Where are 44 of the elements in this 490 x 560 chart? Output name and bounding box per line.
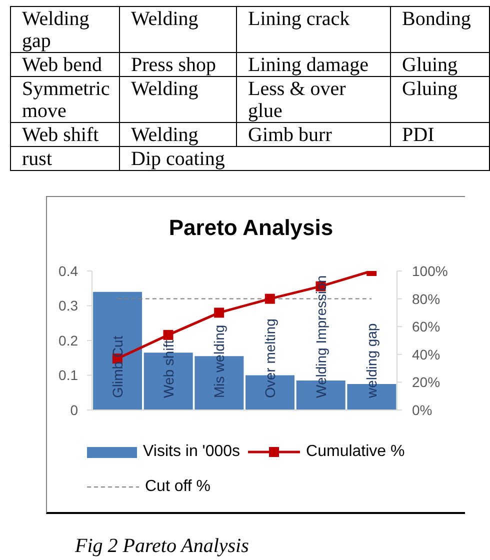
chart-title: Pareto Analysis	[168, 215, 334, 240]
x-tick-label: Welding Impression	[312, 275, 329, 398]
text: Lining damage	[248, 54, 369, 76]
text: Gluing	[402, 78, 458, 100]
bar	[93, 292, 142, 410]
x-tick-label: Mis welding	[211, 324, 228, 398]
text: Gimb burr	[248, 124, 332, 146]
text: Less & over glue	[248, 78, 346, 122]
y-tick-label: 0.1	[58, 367, 78, 384]
y2-tick-label: 60%	[412, 318, 440, 335]
y-tick-label: 0.2	[58, 332, 78, 348]
x-tick-label: Glimb Cut	[109, 336, 126, 398]
caption: Fig 2 Pareto Analysis	[75, 535, 249, 557]
text: Web shift	[22, 124, 99, 146]
point	[214, 308, 224, 318]
text: Dip coating	[131, 148, 225, 170]
x-tick-label: Web shift	[160, 340, 176, 398]
legend-label: Cut off %	[145, 477, 211, 497]
point	[163, 330, 174, 340]
y-tick-label: 0	[70, 402, 78, 418]
text: Bonding	[402, 8, 471, 30]
y-tick-label: 0.4	[58, 262, 78, 279]
x-tick-label: Over melting	[262, 318, 278, 398]
text: Symmetric move	[22, 78, 110, 122]
x-tick-label: welding gap	[364, 323, 380, 399]
y2-tick-label: 20%	[412, 374, 440, 390]
legend-label: Cumulative %	[306, 442, 405, 462]
y2-tick-label: 80%	[412, 290, 440, 307]
y2-tick-label: 0%	[412, 402, 432, 418]
point	[264, 294, 275, 304]
y2-tick-label: 40%	[412, 346, 440, 362]
text: Web bend	[22, 54, 102, 76]
y2-tick-label: 100%	[412, 262, 448, 279]
text: Welding	[131, 78, 198, 100]
y-tick-label: 0.3	[58, 298, 78, 314]
text: Welding gap	[22, 8, 90, 52]
text: Lining crack	[248, 8, 350, 30]
text: PDI	[402, 124, 434, 146]
text: Welding	[131, 124, 198, 146]
text: Press shop	[131, 54, 216, 76]
text: Gluing	[402, 54, 458, 76]
legend-label: Visits in '000s	[143, 442, 240, 462]
text: rust	[22, 148, 52, 170]
text: Welding	[131, 8, 198, 30]
